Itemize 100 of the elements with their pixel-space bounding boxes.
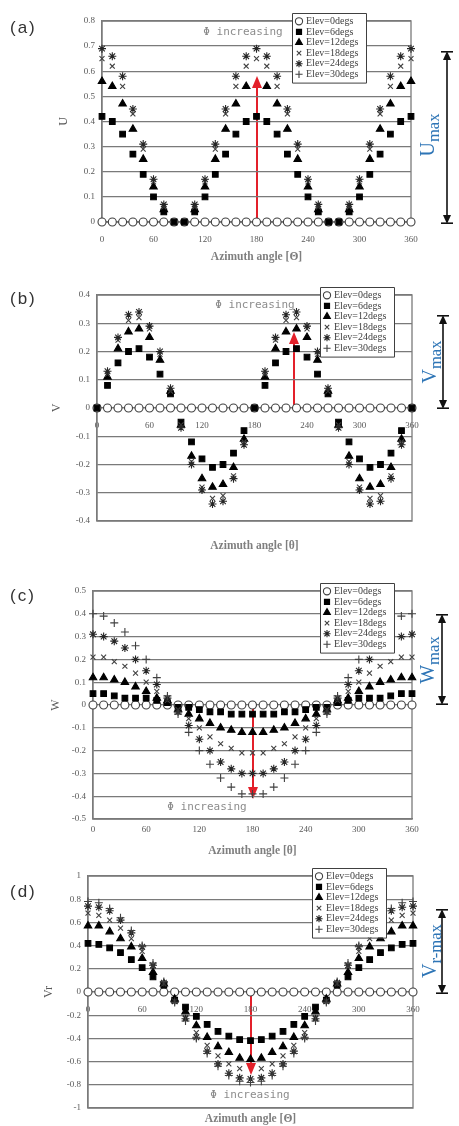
legend-label: Elev=12degs (334, 606, 387, 618)
y-axis-title: Vr (41, 986, 56, 998)
y-tick-label: -0.2 (75, 458, 90, 469)
chart-title: (a) (10, 18, 37, 38)
legend-label: Elev=24degs (306, 57, 359, 69)
chart-title: (b) (10, 289, 37, 309)
annotation: Φ increasing (210, 1087, 290, 1101)
y-tick-label: -0.1 (71, 722, 86, 733)
y-tick-label: 0 (76, 986, 82, 997)
x-tick-label: 60 (145, 419, 155, 430)
x-axis-title: Azimuth angle [Θ] (210, 250, 303, 262)
y-tick-label: -0.3 (71, 767, 87, 778)
legend-label: Elev=18degs (306, 46, 359, 58)
y-tick-label: 0 (90, 216, 96, 227)
x-tick-label: 300 (352, 233, 367, 244)
x-tick-label: 300 (352, 823, 367, 834)
y-tick-label: 0.2 (69, 963, 81, 974)
y-tick-label: -0.3 (75, 487, 91, 498)
x-tick-label: 300 (352, 1003, 367, 1014)
y-tick-label: 0.5 (74, 585, 87, 596)
legend-label: Elev=18degs (334, 616, 387, 628)
x-tick-label: 240 (297, 1003, 312, 1014)
x-tick-label: 120 (189, 1003, 204, 1014)
legend-label: Elev=24degs (334, 627, 387, 639)
legend-label: Elev=0degs (306, 14, 354, 26)
x-tick-label: 360 (405, 823, 420, 834)
y-tick-label: 0.1 (74, 676, 86, 687)
legend-label: Elev=0degs (334, 288, 382, 300)
y-tick-label: -1 (73, 1102, 81, 1113)
y-tick-label: -0.4 (66, 1032, 82, 1043)
y-tick-label: 0.7 (83, 40, 96, 51)
x-tick-label: 120 (192, 823, 207, 834)
y-tick-label: -0.1 (75, 430, 90, 441)
x-axis-title: Azimuth angle [θ] (208, 844, 297, 856)
y-tick-label: 0.5 (83, 90, 96, 101)
y-tick-label: 0.4 (69, 939, 82, 950)
y-tick-label: -0.4 (71, 790, 87, 801)
legend-label: Elev=6degs (334, 299, 382, 311)
chart-title: (d) (10, 882, 37, 902)
y-tick-label: -0.5 (71, 813, 87, 824)
x-tick-label: 240 (300, 419, 315, 430)
legend-label: Elev=12degs (326, 891, 379, 903)
x-tick-label: 240 (301, 233, 316, 244)
y-tick-label: 0.6 (69, 916, 82, 927)
y-tick-label: 0.3 (74, 630, 87, 641)
y-tick-label: 0.6 (83, 65, 96, 76)
legend-label: Elev=18degs (334, 320, 387, 332)
y-tick-label: -0.4 (75, 515, 91, 526)
x-tick-label: 60 (137, 1003, 148, 1014)
y-tick-label: 0.1 (83, 191, 95, 202)
legend-label: Elev=18degs (326, 901, 379, 913)
y-tick-label: 0.4 (78, 289, 91, 300)
y-axis-title: U (56, 116, 71, 126)
legend-label: Elev=12degs (306, 36, 359, 48)
x-tick-label: 60 (149, 233, 159, 244)
x-tick-label: 180 (249, 233, 264, 244)
y-tick-label: 0.2 (78, 345, 90, 356)
legend-label: Elev=6degs (326, 880, 374, 892)
y-tick-label: 0.1 (78, 374, 90, 385)
y-tick-label: 0.4 (83, 115, 96, 126)
x-tick-label: 60 (141, 823, 152, 834)
y-tick-label: 1 (76, 870, 81, 881)
y-tick-label: 0 (85, 402, 91, 413)
legend-label: Elev=30degs (334, 341, 387, 353)
annotation: Φ increasing (215, 297, 295, 311)
x-tick-label: 120 (195, 419, 210, 430)
legend-label: Elev=6degs (306, 25, 354, 37)
x-tick-label: 360 (404, 233, 419, 244)
y-tick-label: -0.8 (66, 1079, 82, 1090)
x-tick-label: 120 (198, 233, 213, 244)
legend-label: Elev=6degs (334, 595, 382, 607)
legend-label: Elev=30degs (326, 922, 379, 934)
x-tick-label: 0 (99, 233, 105, 244)
x-tick-label: 240 (298, 823, 313, 834)
legend-label: Elev=12degs (334, 310, 387, 322)
chart-title: (c) (10, 586, 36, 606)
y-tick-label: 0.3 (83, 140, 96, 151)
legend-label: Elev=24degs (334, 331, 387, 343)
y-tick-label: -0.2 (66, 1009, 81, 1020)
y-tick-label: 0.2 (74, 653, 86, 664)
x-tick-label: 180 (247, 419, 262, 430)
y-tick-label: -0.2 (71, 744, 86, 755)
legend-label: Elev=24degs (326, 912, 379, 924)
x-tick-label: 180 (245, 823, 260, 834)
legend-label: Elev=0degs (326, 869, 374, 881)
x-axis-title: Azimuth angle [Θ] (204, 1112, 297, 1124)
y-tick-label: 0 (81, 699, 87, 710)
legend-label: Elev=0degs (334, 584, 382, 596)
annotation: Φ increasing (203, 24, 283, 38)
y-tick-label: 0.2 (83, 166, 95, 177)
y-tick-label: 0.3 (78, 317, 91, 328)
y-tick-label: 0.4 (74, 608, 87, 619)
y-axis-title: V (49, 403, 64, 413)
y-axis-title: W (48, 698, 63, 711)
annotation: Φ increasing (167, 799, 247, 813)
x-axis-title: Azimuth angle [θ] (210, 539, 299, 551)
y-tick-label: 0.8 (69, 893, 82, 904)
legend-label: Elev=30degs (334, 637, 387, 649)
y-tick-label: -0.6 (66, 1055, 82, 1066)
legend-label: Elev=30degs (306, 67, 359, 79)
